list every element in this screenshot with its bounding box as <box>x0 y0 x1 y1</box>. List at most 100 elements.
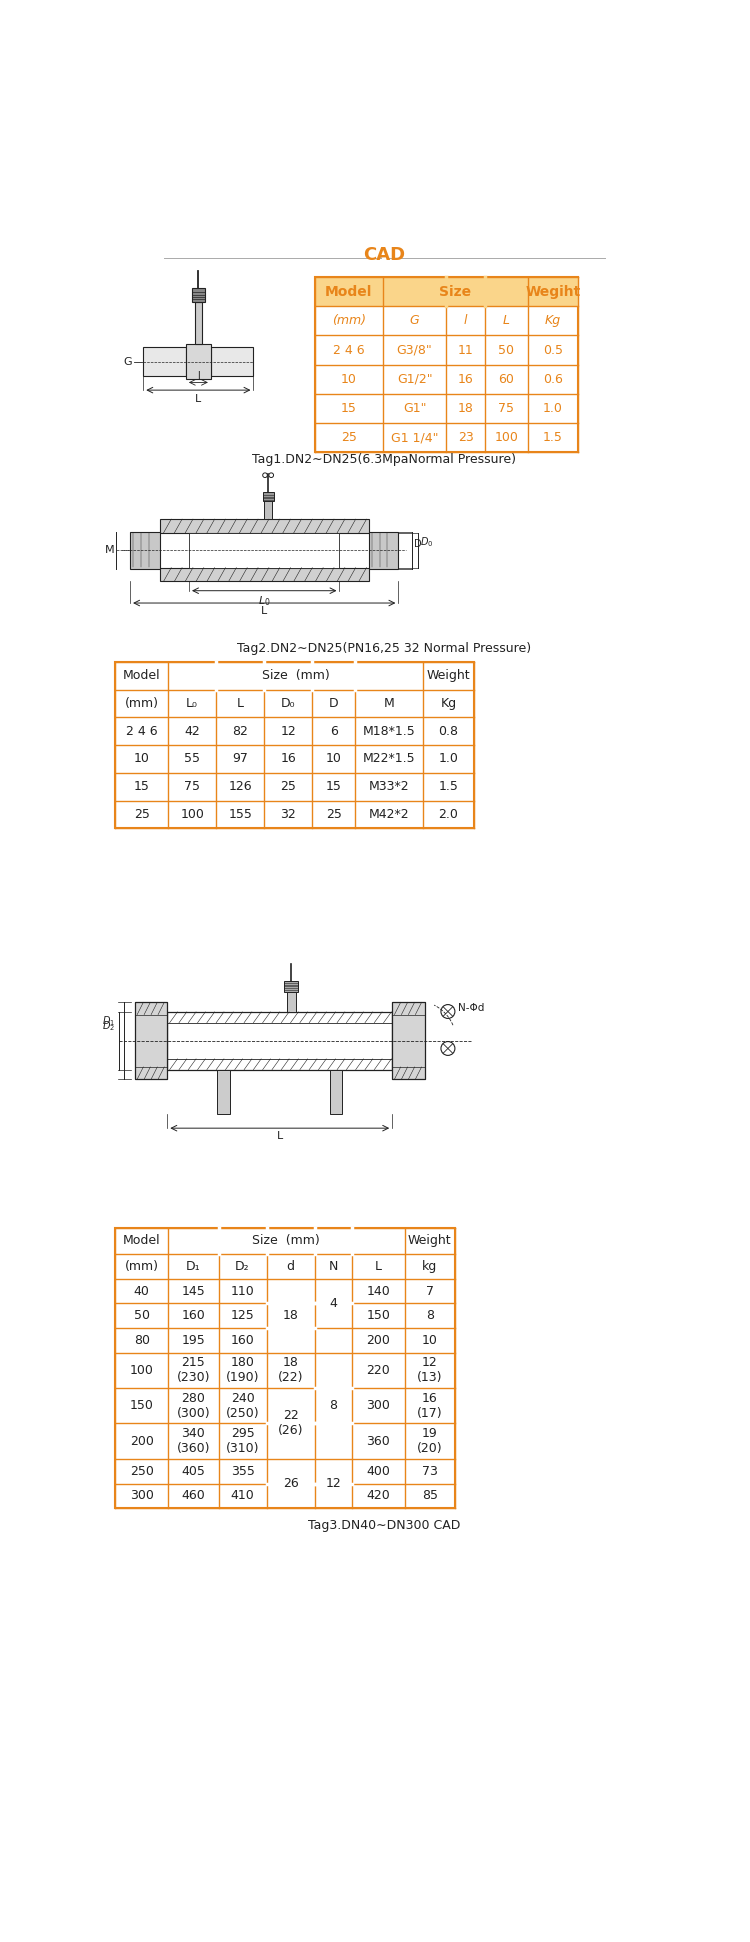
Text: 10: 10 <box>326 752 341 765</box>
Text: (mm): (mm) <box>124 1260 159 1272</box>
Text: G1/2": G1/2" <box>397 373 433 386</box>
Text: Size  (mm): Size (mm) <box>262 670 329 682</box>
Text: 220: 220 <box>366 1363 390 1377</box>
Bar <box>211 348 254 377</box>
Text: 195: 195 <box>182 1334 206 1348</box>
Text: 15: 15 <box>134 781 150 792</box>
Text: 25: 25 <box>326 808 341 821</box>
Text: (mm): (mm) <box>124 697 159 711</box>
Text: 42: 42 <box>184 724 200 738</box>
Text: 8: 8 <box>426 1309 433 1323</box>
Text: 19
(20): 19 (20) <box>417 1427 442 1455</box>
Text: G: G <box>410 315 419 328</box>
Text: 10: 10 <box>422 1334 438 1348</box>
Text: D: D <box>328 697 338 711</box>
Text: L: L <box>375 1260 382 1272</box>
Text: 280
(300): 280 (300) <box>176 1392 210 1420</box>
Text: 18: 18 <box>458 402 474 416</box>
Text: 18
(22): 18 (22) <box>278 1356 303 1385</box>
Text: d: d <box>286 1260 295 1272</box>
Bar <box>392 1002 424 1080</box>
Bar <box>189 532 340 567</box>
Text: 160: 160 <box>182 1309 206 1323</box>
Text: M18*1.5: M18*1.5 <box>363 724 416 738</box>
Text: 400: 400 <box>366 1464 390 1478</box>
Text: 460: 460 <box>182 1490 206 1503</box>
Bar <box>116 1227 455 1509</box>
Text: 2 4 6: 2 4 6 <box>126 724 158 738</box>
Text: 2.0: 2.0 <box>438 808 458 821</box>
Text: 100: 100 <box>130 1363 154 1377</box>
Text: 10: 10 <box>134 752 150 765</box>
Text: 12
(13): 12 (13) <box>417 1356 442 1385</box>
Text: 18: 18 <box>283 1309 298 1323</box>
Text: 125: 125 <box>231 1309 254 1323</box>
Text: 410: 410 <box>231 1490 254 1503</box>
Bar <box>392 1066 424 1080</box>
Text: N: N <box>328 1260 338 1272</box>
Text: 110: 110 <box>231 1284 254 1297</box>
Bar <box>135 1002 167 1080</box>
Text: Kg: Kg <box>544 315 561 328</box>
Bar <box>392 1002 424 1014</box>
Text: 355: 355 <box>230 1464 254 1478</box>
Text: 150: 150 <box>130 1400 154 1412</box>
Text: 12: 12 <box>280 724 296 738</box>
Text: G: G <box>124 357 133 367</box>
Text: 155: 155 <box>228 808 252 821</box>
Text: CAD: CAD <box>363 247 406 264</box>
Text: 140: 140 <box>366 1284 390 1297</box>
Text: 145: 145 <box>182 1284 206 1297</box>
Text: 215
(230): 215 (230) <box>176 1356 210 1385</box>
Text: Tag3.DN40∼DN300 CAD: Tag3.DN40∼DN300 CAD <box>308 1519 460 1532</box>
Bar <box>167 1058 392 1070</box>
Circle shape <box>269 474 274 478</box>
Text: 180
(190): 180 (190) <box>226 1356 260 1385</box>
Text: 23: 23 <box>458 431 474 445</box>
Text: 12: 12 <box>326 1478 341 1490</box>
Text: 32: 32 <box>280 808 296 821</box>
Text: 295
(310): 295 (310) <box>226 1427 260 1455</box>
Bar <box>217 1070 229 1115</box>
Bar <box>194 301 202 344</box>
Text: Kg: Kg <box>440 697 456 711</box>
Text: Model: Model <box>123 1235 160 1247</box>
Text: 40: 40 <box>134 1284 150 1297</box>
Bar <box>286 990 296 1012</box>
Text: L₀: L₀ <box>186 697 198 711</box>
Text: 250: 250 <box>130 1464 154 1478</box>
Text: 26: 26 <box>283 1478 298 1490</box>
Text: M42*2: M42*2 <box>369 808 410 821</box>
Text: Wegiht: Wegiht <box>525 285 580 299</box>
Text: 15: 15 <box>326 781 341 792</box>
Text: 1.0: 1.0 <box>543 402 562 416</box>
Text: G1": G1" <box>403 402 426 416</box>
Text: 0.6: 0.6 <box>543 373 562 386</box>
Bar <box>264 499 272 519</box>
Text: D: D <box>414 538 422 550</box>
Text: M33*2: M33*2 <box>369 781 410 792</box>
Text: Weight: Weight <box>408 1235 452 1247</box>
Text: Size  (mm): Size (mm) <box>253 1235 320 1247</box>
Text: 60: 60 <box>499 373 514 386</box>
Text: 55: 55 <box>184 752 200 765</box>
Text: 16
(17): 16 (17) <box>417 1392 442 1420</box>
Text: 0.8: 0.8 <box>438 724 458 738</box>
Text: Tag2.DN2∼DN25(PN16,25 32 Normal Pressure): Tag2.DN2∼DN25(PN16,25 32 Normal Pressure… <box>237 641 532 654</box>
Bar <box>330 1070 342 1115</box>
Text: 75: 75 <box>184 781 200 792</box>
Text: 150: 150 <box>366 1309 390 1323</box>
Text: D₁: D₁ <box>186 1260 201 1272</box>
Text: 100: 100 <box>494 431 518 445</box>
Bar <box>186 344 211 379</box>
Text: l: l <box>197 371 200 381</box>
Text: 6: 6 <box>330 724 338 738</box>
Text: Model: Model <box>325 285 373 299</box>
Bar <box>130 532 160 569</box>
Text: 15: 15 <box>340 402 357 416</box>
Text: 1.0: 1.0 <box>438 752 458 765</box>
Text: D₀: D₀ <box>281 697 296 711</box>
Text: 97: 97 <box>232 752 248 765</box>
Text: 360: 360 <box>366 1435 390 1447</box>
Text: D₂: D₂ <box>236 1260 250 1272</box>
